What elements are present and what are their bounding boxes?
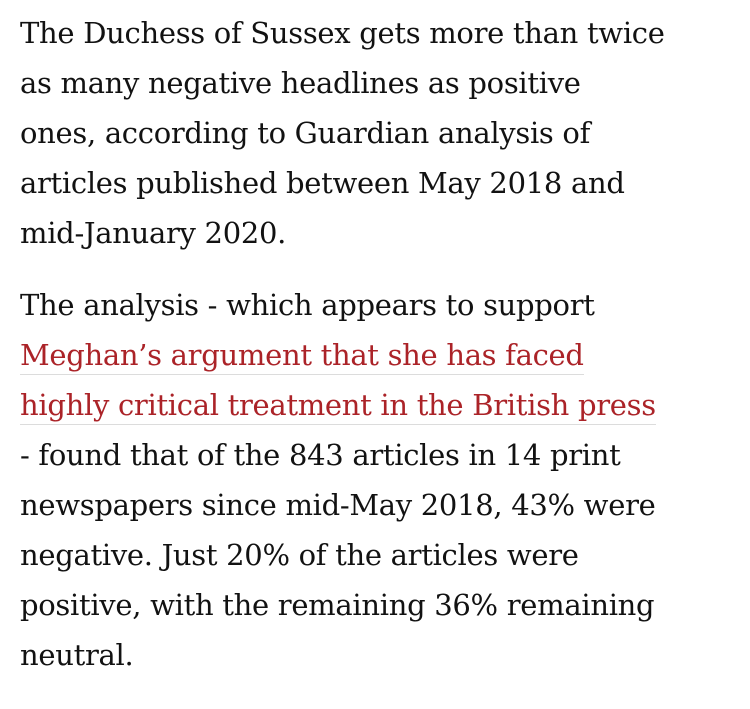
link-text[interactable]: Meghan’s argument that she has faced [20,338,584,375]
text-line: articles published between May 2018 and [20,166,625,200]
link[interactable]: Meghan’s argument that she has faced [20,330,750,380]
text-line: - found that of the 843 articles in 14 p… [20,438,621,472]
text-line: ones, according to Guardian analysis of [20,116,591,150]
text-line: mid-January 2020. [20,216,287,250]
paragraph: The analysis - which appears to support … [20,280,750,680]
text-line: The analysis - which appears to support [20,288,595,322]
text-line: positive, with the remaining 36% remaini… [20,588,655,622]
link-text[interactable]: highly critical treatment in the British… [20,388,656,425]
text-line: negative. Just 20% of the articles were [20,538,579,572]
link[interactable]: highly critical treatment in the British… [20,380,750,430]
text-line: as many negative headlines as positive [20,66,581,100]
article-body: The Duchess of Sussex gets more than twi… [20,8,750,680]
text-line: newspapers since mid-May 2018, 43% were [20,488,656,522]
text-line: neutral. [20,638,134,672]
paragraph: The Duchess of Sussex gets more than twi… [20,8,750,258]
text-line: The Duchess of Sussex gets more than twi… [20,16,665,50]
